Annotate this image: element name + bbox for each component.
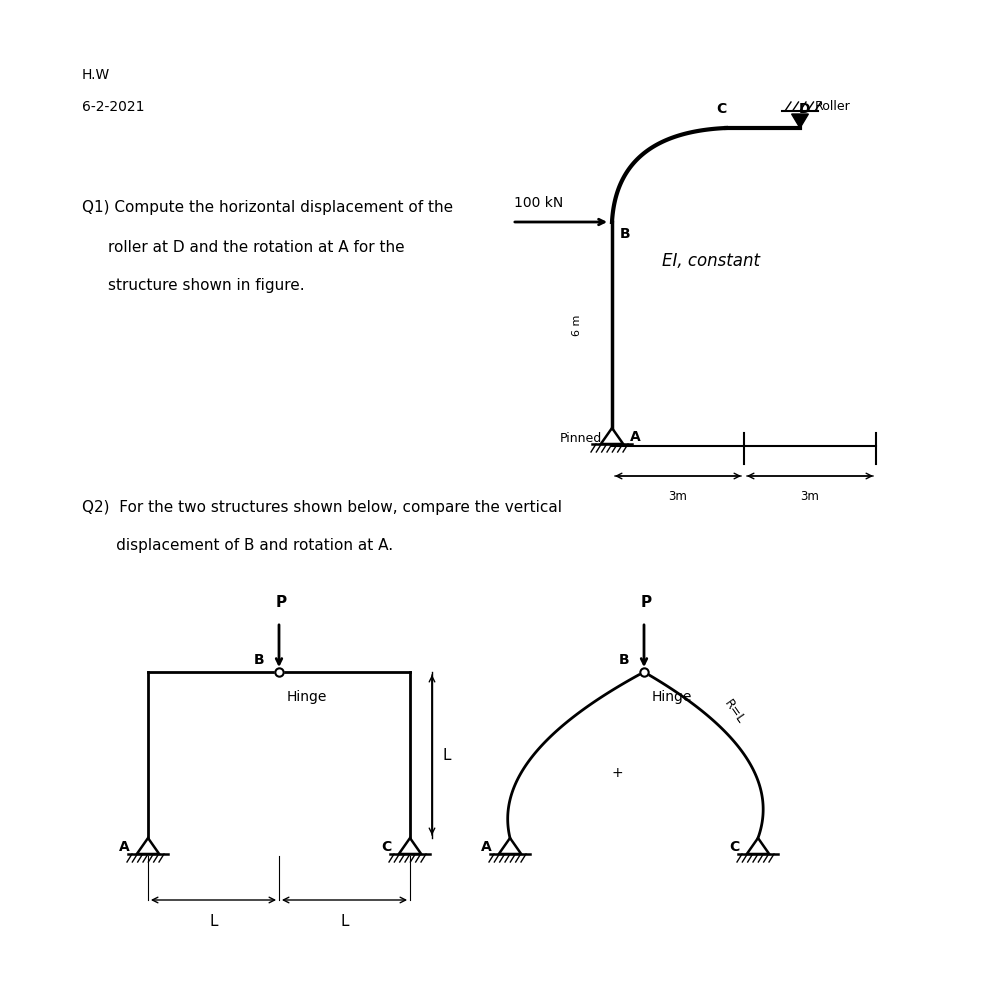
Text: A: A <box>481 840 492 854</box>
Text: L: L <box>442 748 450 763</box>
Text: A: A <box>630 430 640 444</box>
Text: structure shown in figure.: structure shown in figure. <box>108 278 305 293</box>
Text: R=L: R=L <box>721 697 747 727</box>
Text: 6 m: 6 m <box>572 315 582 335</box>
Text: A: A <box>120 840 130 854</box>
Text: P: P <box>640 595 651 610</box>
Text: Q1) Compute the horizontal displacement of the: Q1) Compute the horizontal displacement … <box>82 200 453 215</box>
Text: P: P <box>276 595 287 610</box>
Text: Q2)  For the two structures shown below, compare the vertical: Q2) For the two structures shown below, … <box>82 500 562 515</box>
Text: L: L <box>341 914 349 929</box>
Text: 3m: 3m <box>668 490 687 503</box>
Text: roller at D and the rotation at A for the: roller at D and the rotation at A for th… <box>108 240 404 255</box>
Text: L: L <box>209 914 218 929</box>
Text: B: B <box>253 653 264 667</box>
Text: 3m: 3m <box>801 490 820 503</box>
Text: 6-2-2021: 6-2-2021 <box>82 100 144 114</box>
Text: +: + <box>612 766 622 780</box>
Text: C: C <box>381 840 392 854</box>
Text: B: B <box>619 653 629 667</box>
Text: B: B <box>620 227 630 241</box>
Polygon shape <box>792 114 809 128</box>
Text: Hinge: Hinge <box>287 690 328 704</box>
Text: 100 kN: 100 kN <box>514 196 564 210</box>
Text: C: C <box>730 840 740 854</box>
Text: H.W: H.W <box>82 68 111 82</box>
Text: Hinge: Hinge <box>652 690 692 704</box>
Text: EI, constant: EI, constant <box>662 252 760 270</box>
Text: Pinned: Pinned <box>560 432 603 445</box>
Text: Roller: Roller <box>815 100 851 113</box>
Text: C: C <box>716 102 726 116</box>
Text: displacement of B and rotation at A.: displacement of B and rotation at A. <box>82 538 393 553</box>
Text: D: D <box>799 102 811 116</box>
